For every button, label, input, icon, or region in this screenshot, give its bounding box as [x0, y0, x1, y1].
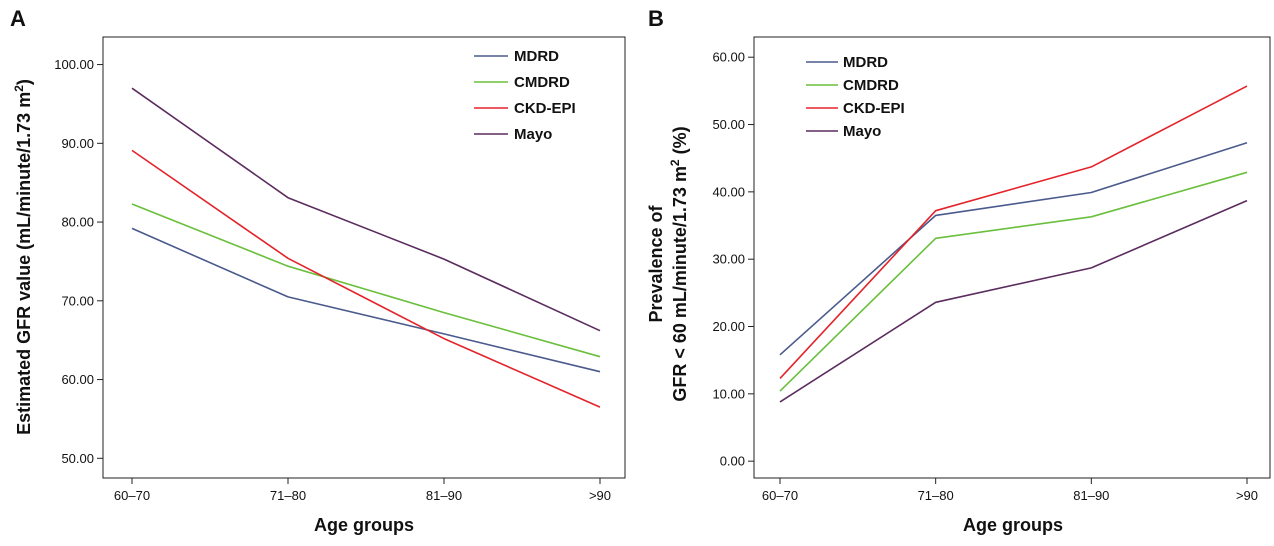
legend-label: CKD-EPI [514, 100, 576, 117]
y-tick-label: 60.00 [712, 50, 745, 65]
legend-label: Mayo [843, 123, 881, 140]
x-axis-title: Age groups [963, 515, 1063, 535]
series-line-mayo [779, 199, 1248, 403]
series-line-ckd-epi [131, 149, 601, 408]
x-tick-label: 60–70 [762, 488, 798, 503]
legend-label: CMDRD [514, 74, 570, 91]
y-tick-label: 100.00 [54, 57, 94, 72]
panel-label: A [10, 6, 26, 31]
y-axis-title-line2-end: (%) [670, 126, 690, 159]
panel-b: B 0.00 10.00 20.00 30.00 40.00 50.00 60.00 60–70… [646, 6, 1271, 535]
legend: MDRD CMDRD CKD-EPI Mayo [806, 54, 905, 140]
legend-label: CMDRD [843, 77, 899, 94]
series-line-mdrd [131, 227, 601, 373]
y-tick-label: 40.00 [712, 184, 745, 199]
y-tick-label: 10.00 [712, 386, 745, 401]
series-line-cmdrd [131, 203, 601, 358]
y-tick-label: 70.00 [61, 293, 94, 308]
y-tick-label: 60.00 [61, 372, 94, 387]
y-axis-title: Estimated GFR value (mL/minute/1.73 m2) [12, 79, 34, 435]
x-tick-label: >90 [589, 488, 611, 503]
series-line-mdrd [779, 141, 1248, 356]
legend-label: MDRD [843, 54, 888, 71]
legend-label: CKD-EPI [843, 100, 905, 117]
series-line-mayo [131, 87, 601, 332]
y-axis-title-line2-superscript: 2 [668, 159, 682, 166]
x-axis-title: Age groups [314, 515, 414, 535]
x-tick-label: 81–90 [426, 488, 462, 503]
y-tick-label: 50.00 [712, 117, 745, 132]
panel-label: B [648, 6, 664, 31]
y-tick-label: 50.00 [61, 451, 94, 466]
y-tick-label: 0.00 [720, 454, 745, 469]
x-tick-label: 71–80 [270, 488, 306, 503]
legend-label: Mayo [514, 126, 552, 143]
series-line-ckd-epi [779, 85, 1248, 379]
legend-label: MDRD [514, 48, 559, 65]
y-axis-title-superscript: 2 [12, 85, 26, 92]
x-tick-label: 60–70 [114, 488, 150, 503]
y-tick-label: 20.00 [712, 319, 745, 334]
legend: MDRD CMDRD CKD-EPI Mayo [474, 48, 576, 143]
y-tick-label: 30.00 [712, 252, 745, 267]
x-tick-label: 81–90 [1073, 488, 1109, 503]
x-tick-label: >90 [1236, 488, 1258, 503]
x-tick-label: 71–80 [918, 488, 954, 503]
y-axis-title-line2: GFR < 60 mL/minute/1.73 m2 (%) [668, 126, 690, 401]
y-tick-label: 90.00 [61, 136, 94, 151]
y-axis-title-line1: Prevalence of [646, 204, 666, 322]
plot-frame [753, 36, 1271, 479]
y-axis-title-main: Estimated GFR value (mL/minute/1.73 m [14, 92, 34, 435]
y-axis-title-end: ) [14, 79, 34, 85]
panel-a: A 50.00 60.00 70.00 80.00 90.00 100.00 60–70 71–… [10, 6, 626, 535]
y-axis-title-line1-main: Prevalence of [646, 204, 666, 322]
y-axis-title-line2-main: GFR < 60 mL/minute/1.73 m [670, 166, 690, 402]
plot-frame [102, 36, 626, 479]
y-tick-label: 80.00 [61, 215, 94, 230]
series-line-cmdrd [779, 171, 1248, 392]
